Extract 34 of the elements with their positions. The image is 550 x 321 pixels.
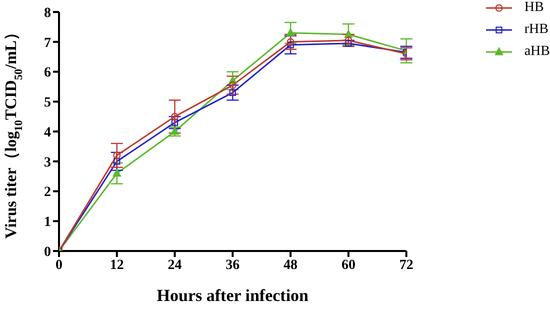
point: [286, 28, 295, 36]
y-tick-label: 2: [44, 185, 51, 200]
x-tick-label: 60: [341, 258, 356, 273]
x-tick-label: 12: [110, 258, 124, 273]
point: [345, 40, 352, 47]
y-tick-label: 8: [44, 6, 51, 21]
legend-label: aHB: [524, 44, 550, 60]
y-tick-label: 3: [44, 155, 51, 170]
point: [170, 127, 179, 135]
x-tick-label: 36: [226, 258, 240, 273]
legend-label: HB: [524, 0, 544, 16]
y-tick-label: 5: [44, 96, 51, 111]
y-tick-label: 4: [44, 125, 51, 140]
point: [171, 119, 178, 126]
point: [112, 168, 121, 177]
point: [344, 36, 352, 44]
x-tick-label: 0: [56, 258, 62, 273]
point: [171, 112, 179, 120]
point: [344, 30, 353, 38]
y-tick-label: 1: [44, 215, 51, 230]
point: [113, 152, 121, 160]
x-tick-label: 24: [168, 258, 182, 273]
point: [228, 81, 236, 89]
y-tick-label: 6: [44, 66, 51, 81]
point: [287, 42, 294, 48]
point: [114, 158, 120, 165]
x-tick-label: 72: [399, 258, 414, 273]
point: [229, 89, 236, 96]
x-tick-label: 48: [284, 258, 298, 273]
y-tick-label: 0: [44, 244, 51, 260]
x-axis-title: Hours after infection: [156, 286, 310, 305]
y-tick-label: 7: [44, 36, 51, 51]
legend-label: rHB: [524, 22, 548, 38]
point: [286, 38, 294, 46]
